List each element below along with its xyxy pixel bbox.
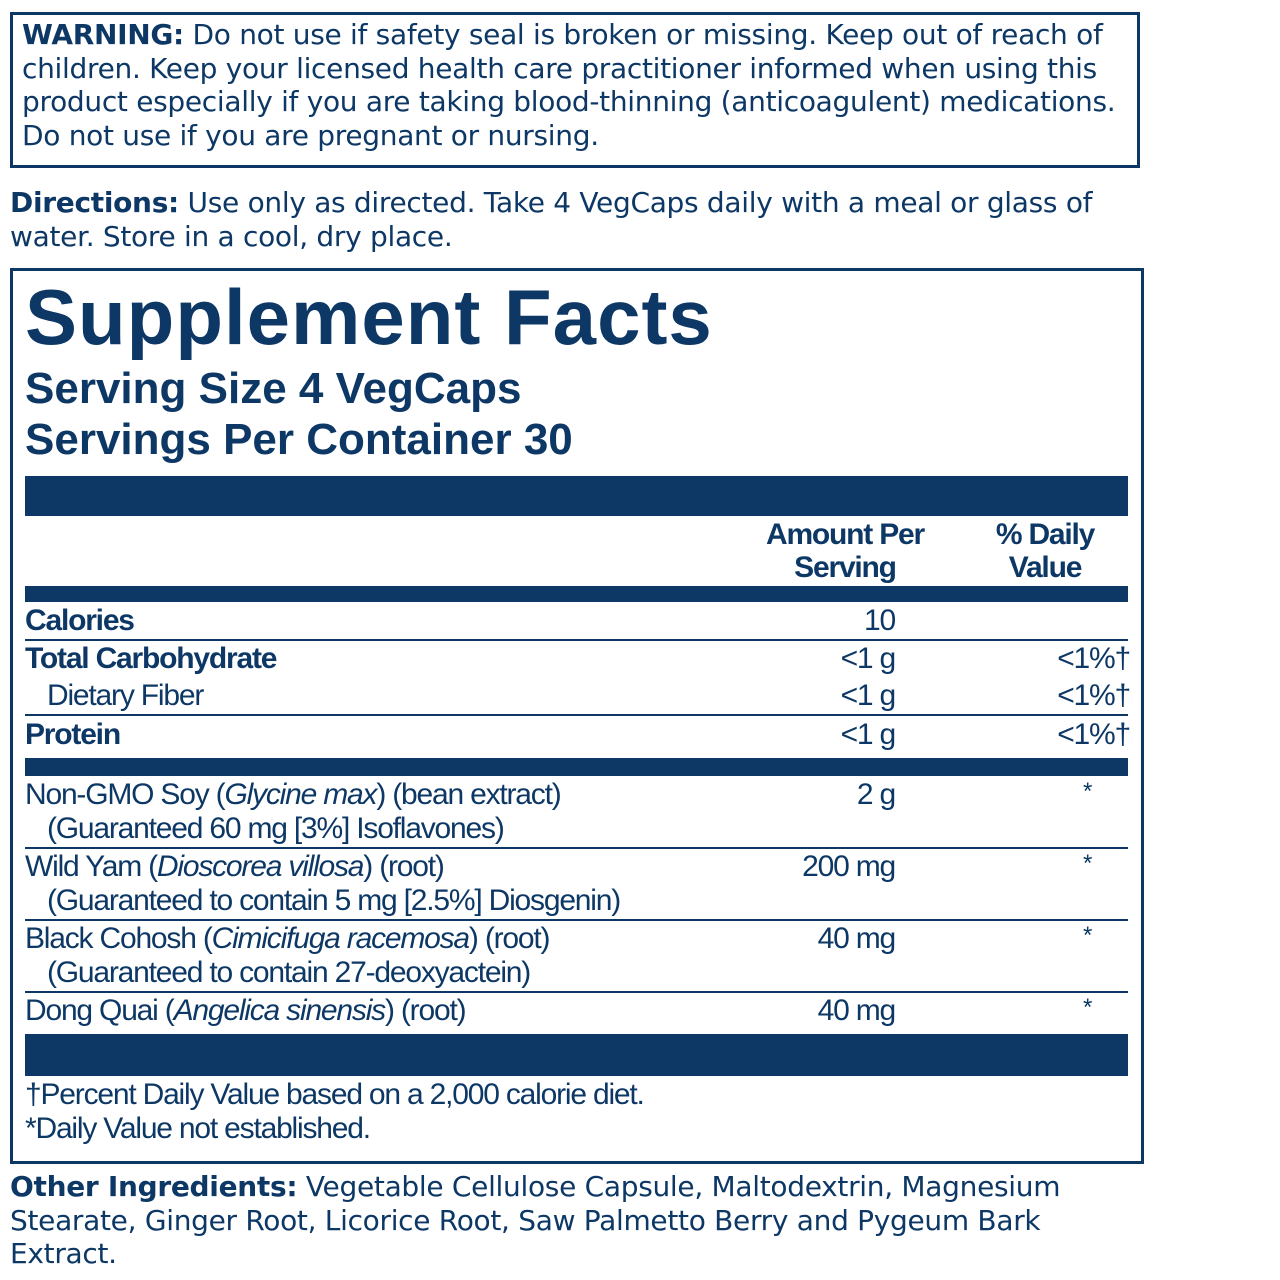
other-ingredients: Other Ingredients: Vegetable Cellulose C… (10, 1170, 1150, 1271)
ingredient-dv: * (1083, 850, 1092, 877)
ingredient-guarantee: (Guaranteed to contain 27-deoxyactein) (47, 956, 531, 989)
row-divider (25, 919, 1128, 921)
other-ingredients-body: Vegetable Cellulose Capsule, Maltodextri… (10, 1170, 1061, 1270)
warning-label: WARNING: (22, 18, 184, 51)
warning-box (10, 12, 1140, 168)
nutrient-name: Dietary Fiber (47, 679, 204, 712)
header-amount: Amount Per Serving (765, 518, 925, 584)
ingredient-amount: 200 mg (802, 850, 896, 883)
row-divider (25, 714, 1128, 716)
ingredient-part: ) (root) (468, 922, 551, 955)
other-ingredients-label: Other Ingredients: (10, 1170, 298, 1203)
ingredient-common: Dong Quai ( (25, 994, 175, 1027)
servings-per-container: Servings Per Container 30 (25, 415, 573, 464)
warning-body: Do not use if safety seal is broken or m… (22, 18, 1116, 152)
warning-text: WARNING: Do not use if safety seal is br… (22, 18, 1132, 152)
row-divider (25, 639, 1128, 641)
serving-size: Serving Size 4 VegCaps (25, 364, 522, 413)
nutrient-name: Total Carbohydrate (25, 642, 277, 675)
thick-divider (25, 476, 1128, 516)
nutrient-dv: <1%† (1057, 679, 1131, 712)
ingredient-amount: 40 mg (817, 922, 897, 955)
ingredient-common: Black Cohosh ( (25, 922, 213, 955)
nutrient-name: Protein (25, 718, 121, 751)
nutrient-amount: <1 g (840, 679, 897, 712)
ingredient-part: ) (bean extract) (376, 778, 561, 811)
nutrient-dv: <1%† (1057, 718, 1131, 751)
ingredient-name: Black Cohosh (Cimicifuga racemosa) (root… (25, 922, 551, 956)
ingredient-name: Non-GMO Soy (Glycine max) (bean extract) (25, 778, 562, 812)
ingredient-dv: * (1083, 994, 1092, 1021)
ingredient-common: Wild Yam ( (25, 850, 158, 883)
row-divider (25, 991, 1128, 993)
footnote-daily-value: †Percent Daily Value based on a 2,000 ca… (25, 1078, 645, 1111)
ingredient-amount: 40 mg (817, 994, 897, 1027)
ingredient-latin: Glycine max (224, 778, 377, 811)
ingredient-latin: Angelica sinensis (173, 994, 387, 1027)
nutrient-amount: 10 (864, 604, 896, 637)
thick-divider (25, 1034, 1128, 1076)
header-daily-value: % Daily Value (995, 518, 1096, 584)
nutrient-amount: <1 g (840, 718, 897, 751)
ingredient-common: Non-GMO Soy ( (25, 778, 226, 811)
ingredient-name: Dong Quai (Angelica sinensis) (root) (25, 994, 467, 1028)
directions-body: Use only as directed. Take 4 VegCaps dai… (10, 186, 1093, 253)
nutrient-amount: <1 g (840, 642, 897, 675)
directions-label: Directions: (10, 186, 179, 219)
ingredient-guarantee: (Guaranteed 60 mg [3%] Isoflavones) (47, 812, 505, 845)
ingredient-part: ) (root) (363, 850, 445, 883)
ingredient-dv: * (1083, 778, 1092, 805)
nutrient-dv: <1%† (1057, 642, 1131, 675)
nutrient-name: Calories (25, 604, 135, 637)
thick-divider (25, 586, 1128, 602)
facts-title: Supplement Facts (25, 273, 713, 361)
row-divider (25, 847, 1128, 849)
ingredient-guarantee: (Guaranteed to contain 5 mg [2.5%] Diosg… (47, 884, 621, 917)
ingredient-latin: Dioscorea villosa (156, 850, 365, 883)
thick-divider (25, 758, 1128, 776)
ingredient-dv: * (1083, 922, 1092, 949)
supplement-facts-box (10, 268, 1144, 1164)
ingredient-amount: 2 g (856, 778, 896, 811)
ingredient-part: ) (root) (384, 994, 467, 1027)
directions-text: Directions: Use only as directed. Take 4… (10, 186, 1140, 253)
footnote-not-established: *Daily Value not established. (25, 1112, 371, 1145)
ingredient-name: Wild Yam (Dioscorea villosa) (root) (25, 850, 445, 884)
ingredient-latin: Cimicifuga racemosa (211, 922, 470, 955)
